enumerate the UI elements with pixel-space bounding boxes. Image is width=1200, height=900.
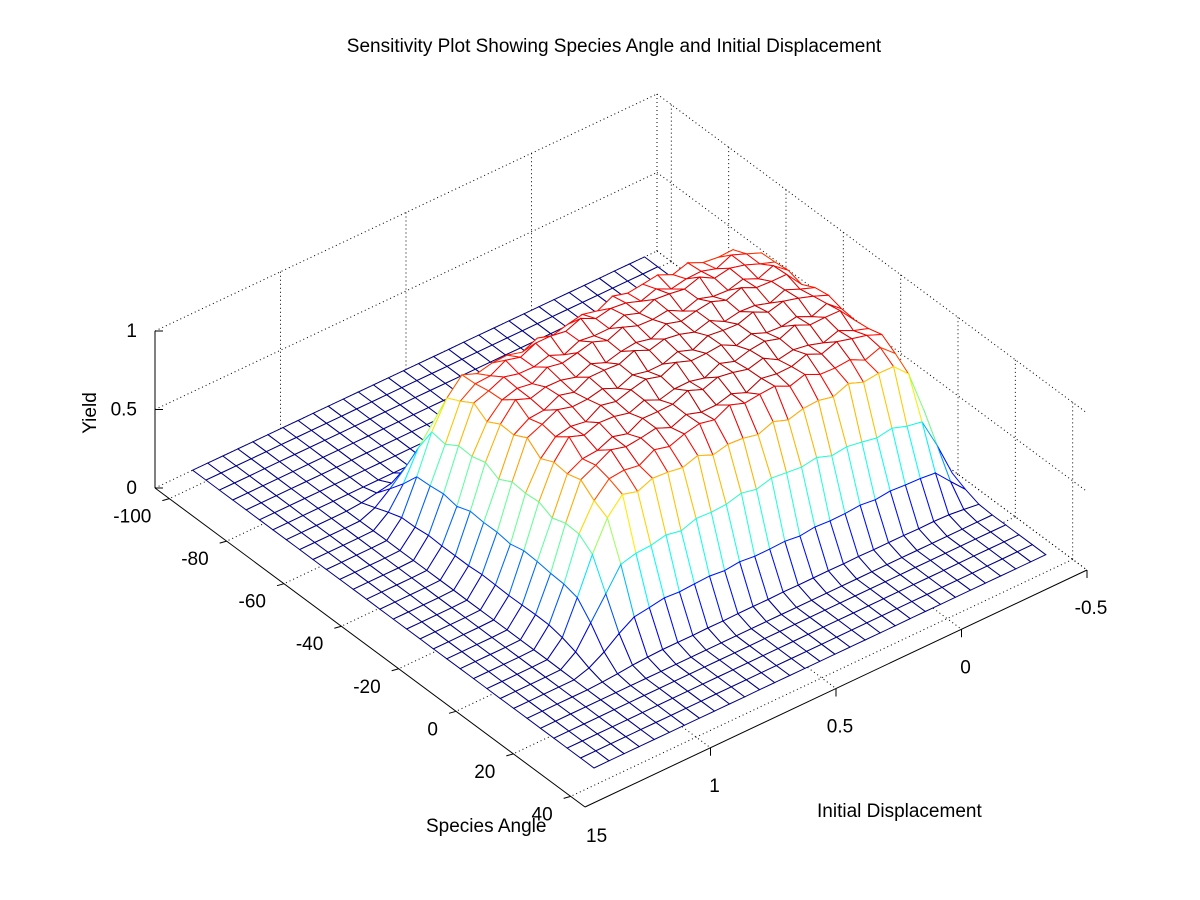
chart-title: Sensitivity Plot Showing Species Angle a… xyxy=(347,36,882,57)
y-tick-label: 0 xyxy=(960,657,971,678)
x-tick-label: -40 xyxy=(296,634,323,655)
surface-cell xyxy=(579,750,610,769)
grid-line-floor-x xyxy=(570,558,1073,797)
x-tick-label: -100 xyxy=(113,507,151,528)
x-tick-label: 0 xyxy=(427,719,438,740)
z-tick-label: 0 xyxy=(126,478,137,499)
z-tick-label: 1 xyxy=(126,321,137,342)
y-tick-label: 1 xyxy=(709,776,720,797)
x-tick-mark xyxy=(448,710,457,714)
x-axis-label: Species Angle xyxy=(426,816,546,837)
grid-line-back-z-left xyxy=(154,93,658,332)
x-tick-mark xyxy=(162,498,170,502)
x-tick-label: 20 xyxy=(474,762,495,783)
x-tick-label-corner-overlap: 15 xyxy=(586,826,607,847)
x-tick-label: 40 xyxy=(532,804,553,825)
surface-mesh xyxy=(191,248,1047,769)
x-tick-mark xyxy=(563,795,571,799)
x-tick-mark xyxy=(276,583,285,587)
axes-layer: -100 -80 -60 -40 -20 0 20 40 -0.5 0 0.5 1 0 0.5 1 xyxy=(111,321,1108,825)
x-tick-label: -60 xyxy=(239,592,266,613)
x-tick-mark xyxy=(219,540,227,544)
y-tick-label: 0.5 xyxy=(827,717,853,738)
x-tick-mark xyxy=(391,668,399,672)
z-tick-label: 0.5 xyxy=(111,400,137,421)
x-tick-mark xyxy=(506,753,514,757)
z-axis-label: Yield xyxy=(80,392,101,434)
y-axis-label: Initial Displacement xyxy=(817,801,982,822)
x-tick-mark xyxy=(334,625,342,629)
x-tick-label: -20 xyxy=(353,677,380,698)
y-tick-label: -0.5 xyxy=(1075,598,1108,619)
grid-line-back-z-left xyxy=(154,172,658,410)
x-tick-label: -80 xyxy=(181,549,208,570)
